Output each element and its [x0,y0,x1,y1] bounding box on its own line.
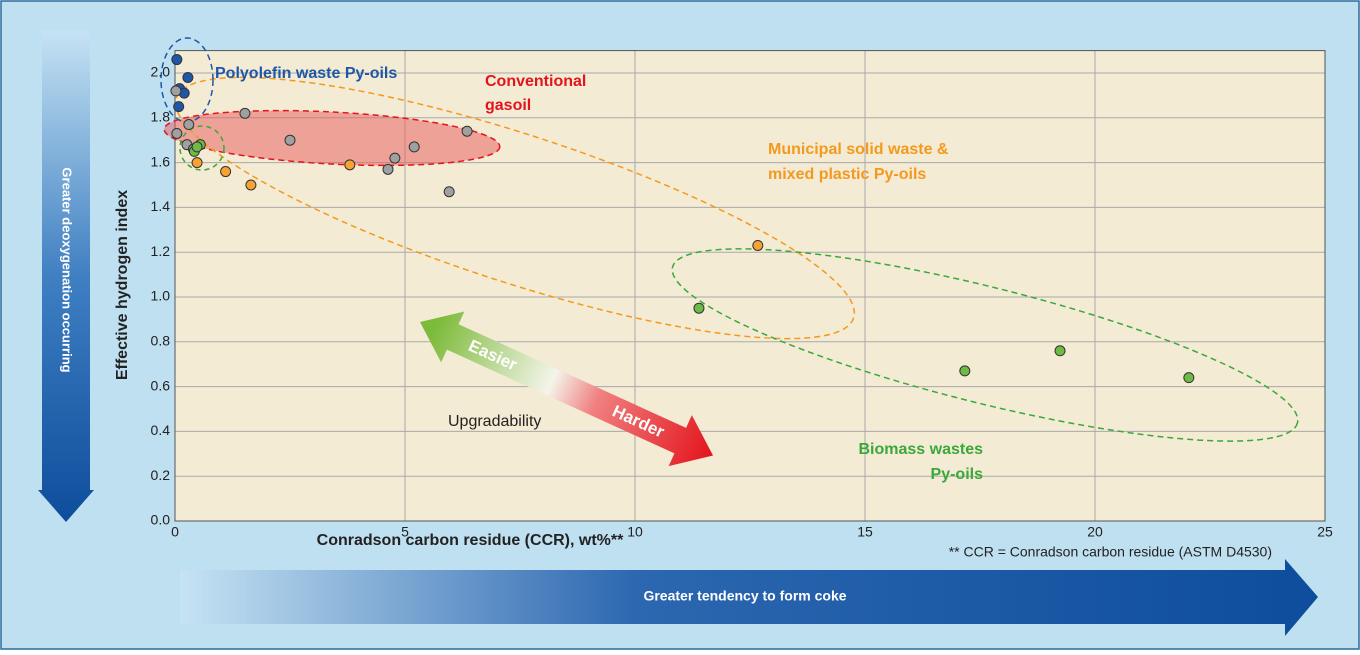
point [752,239,764,251]
point [1183,372,1195,384]
point [461,125,473,137]
msw-label: Municipal solid waste & [768,141,949,158]
point [382,163,394,175]
point [183,119,195,131]
y-tick-label: 0.4 [151,422,171,438]
y-tick-label: 1.8 [151,109,171,125]
arrow-shape [420,311,714,467]
point [170,85,182,97]
point [344,159,356,171]
y-tick-label: 0.0 [151,512,171,528]
coke-label: Greater tendency to form coke [643,588,846,604]
point [191,141,203,153]
y-tick-label: 0.8 [151,333,171,349]
point [245,179,257,191]
x-tick-label: 15 [857,524,873,540]
point [239,107,251,119]
upgradability-arrow: Easier Harder [420,311,714,467]
x-axis-label: Conradson carbon residue (CCR), wt%** [317,532,624,549]
gasoil-label: gasoil [485,97,531,114]
y-axis-label: Effective hydrogen index [114,190,131,380]
upgradability-label: Upgradability [448,413,541,430]
polyolefin-label: Polyolefin waste Py-oils [215,65,397,82]
gasoil-label: Conventional [485,73,586,90]
point [959,365,971,377]
point [191,157,203,169]
y-tick-label: 1.4 [151,198,171,214]
point [693,302,705,314]
y-tick-label: 0.6 [151,377,171,393]
deoxygenation-arrow [38,30,94,522]
point [284,134,296,146]
y-tick-label: 1.2 [151,243,171,259]
y-tick-label: 1.0 [151,288,171,304]
point [443,186,455,198]
msw-label: mixed plastic Py-oils [768,166,926,183]
points [170,54,1195,384]
point [220,166,232,178]
y-tick-label: 2.0 [151,64,171,80]
footnote: ** CCR = Conradson carbon residue (ASTM … [949,544,1272,560]
x-tick-label: 25 [1317,524,1333,540]
deoxygenation-label: Greater deoxygenation occurring [60,167,75,372]
biomass-label: Biomass wastes [858,441,983,458]
point [182,71,194,83]
biomass-small-region [179,125,225,171]
point [408,141,420,153]
biomass-region [671,248,1299,442]
biomass-label: Py-oils [931,466,984,483]
msw-region [174,76,856,340]
point [173,101,185,113]
point [1054,345,1066,357]
point [389,152,401,164]
point [171,54,183,66]
y-tick-label: 1.6 [151,153,171,169]
y-tick-label: 0.2 [151,467,171,483]
coke-arrow [180,559,1318,636]
plot-frame [174,50,1326,522]
x-tick-label: 0 [171,524,179,540]
point [171,127,183,139]
x-tick-label: 5 [401,524,409,540]
x-tick-label: 10 [627,524,643,540]
x-tick-label: 20 [1087,524,1103,540]
